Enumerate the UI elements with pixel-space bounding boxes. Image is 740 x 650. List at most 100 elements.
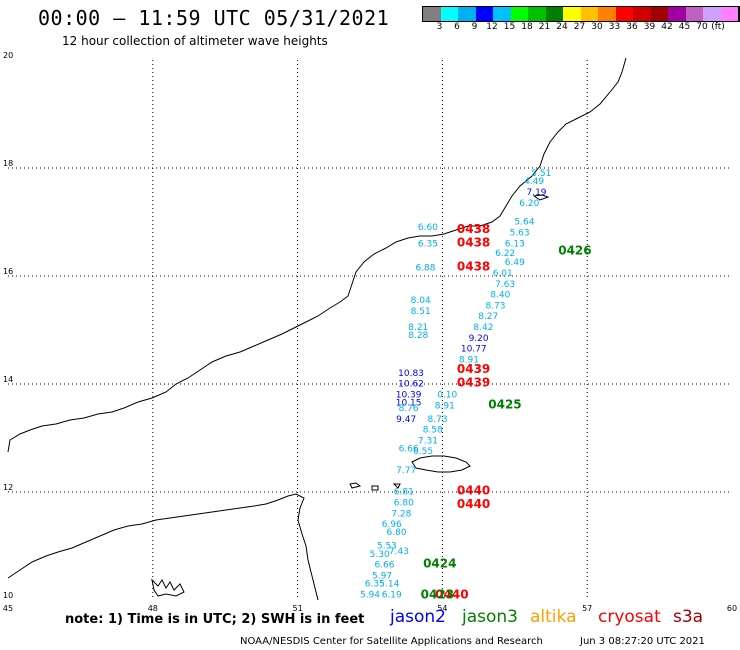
x-tick-label: 60: [727, 604, 737, 613]
swh-value-label: 6.19: [382, 590, 402, 600]
swh-value-label: 8.42: [473, 323, 493, 333]
colorbar-swatch: [633, 7, 651, 21]
y-tick-label: 12: [3, 483, 13, 492]
x-tick-label: 51: [293, 604, 303, 613]
legend-cryosat: cryosat: [598, 607, 661, 627]
swh-value-label: 8.51: [411, 307, 431, 317]
abd-al-kuri-island: [349, 482, 362, 489]
colorbar-swatch: [580, 7, 598, 21]
swh-value-label: 10.77: [461, 345, 487, 355]
small-island-1: [371, 485, 379, 491]
swh-value-label: 5.94: [360, 590, 380, 600]
swh-value-label: 8.73: [428, 415, 448, 425]
pass-time-label: 0440: [457, 484, 490, 498]
colorbar-swatch: [615, 7, 633, 21]
swh-value-label: 6.35: [418, 239, 438, 249]
swh-value-label: 6.55: [413, 447, 433, 457]
colorbar-swatch: [423, 7, 441, 21]
colorbar-unit: (ft): [711, 22, 725, 32]
swh-value-label: 5.64: [514, 218, 534, 228]
lat-lon-grid: [8, 60, 732, 600]
pass-time-label: 0440: [435, 587, 468, 601]
y-tick-label: 18: [3, 159, 13, 168]
colorbar-label: 21: [538, 22, 551, 32]
colorbar-label: 27: [573, 22, 586, 32]
coastline: [7, 57, 627, 601]
swh-value-label: 10.39: [396, 391, 422, 401]
swh-value-label: 10.15: [396, 399, 422, 409]
colorbar-label: 36: [626, 22, 638, 32]
colorbar-swatch: [738, 7, 740, 21]
colorbar-swatch: [598, 7, 616, 21]
colorbar-swatch: [493, 7, 511, 21]
page-title: 00:00 – 11:59 UTC 05/31/2021: [38, 6, 390, 30]
y-tick-label: 16: [3, 267, 13, 276]
wave-height-colorbar: [422, 6, 740, 22]
colorbar-swatch: [685, 7, 703, 21]
footer-note: note: 1) Time is in UTC; 2) SWH is in fe…: [65, 612, 365, 627]
y-tick-label: 20: [3, 51, 13, 60]
swh-value-label: 6.66: [374, 561, 394, 571]
colorbar-label: 42: [661, 22, 673, 32]
axis-tick-labels: 45 48 51 54 57 60 20 18 16 14 12 10: [3, 51, 737, 613]
swh-value-label: 7.77: [396, 466, 416, 476]
swh-value-label: 8.91: [459, 355, 479, 365]
swh-value-label: 8.40: [490, 291, 510, 301]
swh-value-label: 6.81: [394, 488, 414, 498]
arabian-coastline: [7, 57, 627, 453]
colorbar-swatch: [475, 7, 493, 21]
colorbar-label: 18: [521, 22, 533, 32]
credit-line: NOAA/NESDIS Center for Satellite Applica…: [240, 636, 543, 647]
pass-time-label: 0438: [457, 260, 490, 274]
colorbar-label: 3: [436, 22, 443, 32]
swh-value-label: 5.63: [510, 229, 530, 239]
colorbar-label: 45: [678, 22, 691, 32]
x-tick-label: 48: [148, 604, 158, 613]
colorbar-swatch: [528, 7, 546, 21]
swh-value-label: 9.47: [396, 415, 416, 425]
colorbar-swatch: [440, 7, 458, 21]
x-tick-label: 45: [3, 604, 13, 613]
swh-value-label: 8.21: [408, 323, 428, 333]
pass-time-label: 0424: [423, 557, 456, 571]
swh-value-label: 8.27: [478, 312, 498, 322]
swh-value-label: 6.66: [399, 445, 419, 455]
swh-value-label: 6.80: [394, 499, 414, 509]
swh-value-label: 8.28: [408, 331, 428, 341]
swh-value-label: 8.91: [435, 401, 455, 411]
legend-altika: altika: [530, 607, 577, 627]
swh-value-label: 6.60: [418, 223, 438, 233]
colorbar-label: 6: [454, 22, 460, 32]
swh-value-label: 6.96: [382, 520, 402, 530]
credit-timestamp: Jun 3 08:27:20 UTC 2021: [580, 636, 705, 647]
colorbar-label: 9: [471, 22, 478, 32]
colorbar-swatch: [703, 7, 721, 21]
y-tick-label: 14: [3, 375, 13, 384]
pass-time-label: 0425: [488, 397, 521, 411]
swh-value-label: 6.01: [493, 269, 513, 279]
swh-value-label: 7.63: [495, 280, 515, 290]
swh-value-label: 9.20: [469, 334, 489, 344]
somali-inland-scribble: [151, 578, 185, 597]
colorbar-swatch: [545, 7, 563, 21]
pass-time-label: 0423: [421, 587, 454, 601]
swh-value-label: 5.51: [531, 169, 551, 179]
swh-value-label: 7.31: [418, 436, 438, 446]
swh-value-label: 8.76: [399, 404, 419, 414]
swh-value-label: 6.22: [495, 249, 515, 259]
swh-value-label: 6.49: [505, 258, 525, 268]
pass-time-label: 0440: [457, 497, 490, 511]
swh-value-label: 7.28: [391, 509, 411, 519]
pass-time-label: 0439: [457, 376, 490, 390]
colorbar-label: 33: [608, 22, 621, 32]
small-island-2: [392, 483, 401, 489]
swh-value-label: 8.73: [485, 301, 505, 311]
swh-value-label: 7.43: [389, 547, 409, 557]
swh-value-label: 10.83: [398, 369, 424, 379]
swh-value-label: 5.97: [372, 571, 392, 581]
swh-value-label: 4.49: [524, 177, 544, 187]
colorbar-swatch: [458, 7, 476, 21]
colorbar-swatch: [563, 7, 581, 21]
swh-value-label: 6.35: [365, 580, 385, 590]
colorbar-swatch: [650, 7, 668, 21]
